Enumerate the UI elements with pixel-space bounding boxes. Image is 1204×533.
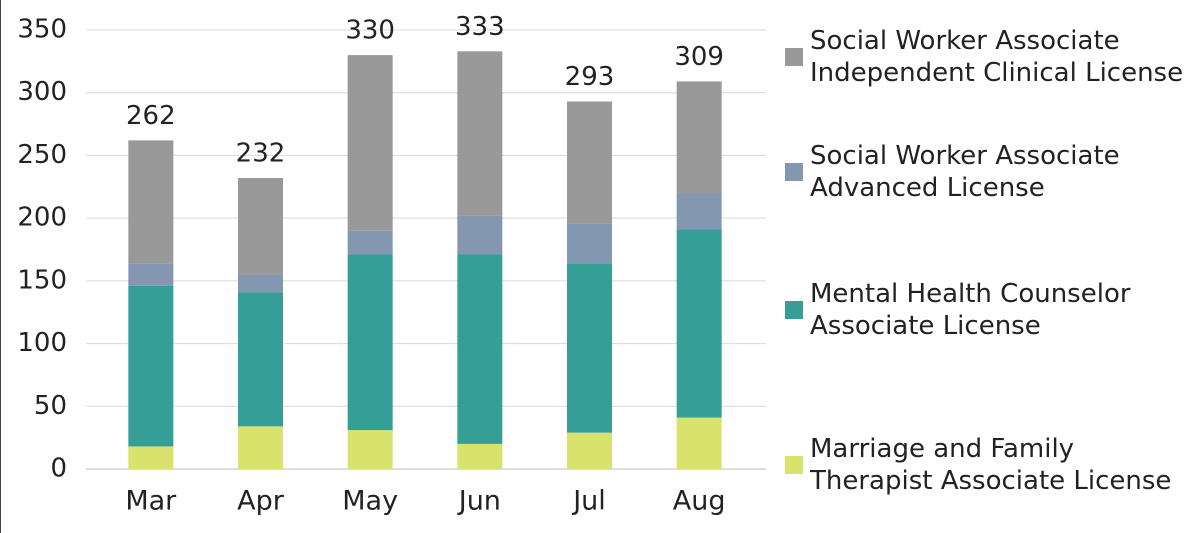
total-label: 330	[345, 16, 395, 46]
bar-segment	[457, 254, 503, 444]
y-tick-label: 200	[17, 203, 67, 233]
bar-segment	[457, 215, 503, 255]
legend-swatch	[785, 456, 803, 474]
y-tick-label: 300	[17, 77, 67, 107]
legend-label: Mental Health Counselor Associate Licens…	[810, 279, 1131, 341]
legend-swatch	[785, 301, 803, 319]
total-label: 309	[674, 42, 724, 72]
legend-label: Social Worker Associate Independent Clin…	[810, 26, 1184, 88]
x-tick-label: Jun	[457, 486, 501, 517]
x-tick-label: May	[342, 486, 398, 517]
total-label: 262	[126, 101, 176, 131]
legend-label: Social Worker Associate Advanced License	[810, 141, 1120, 203]
bar-segment	[567, 432, 612, 469]
y-tick-label: 250	[17, 140, 67, 170]
legend-swatch	[785, 48, 803, 66]
bar-segment	[347, 430, 393, 469]
x-tick-label: Aug	[673, 486, 726, 517]
bar-segment	[238, 292, 283, 427]
x-tick-label: Apr	[237, 486, 285, 517]
legend-item: Marriage and Family Therapist Associate …	[785, 433, 1203, 497]
bar-segment	[238, 274, 283, 293]
bar-segment	[676, 229, 722, 418]
bar-segment	[676, 81, 722, 194]
y-tick-label: 100	[17, 328, 67, 358]
bar-segment	[567, 101, 612, 224]
bar-segment	[128, 140, 174, 264]
y-tick-label: 0	[50, 454, 67, 484]
y-tick-label: 50	[34, 391, 67, 421]
legend-label: Marriage and Family Therapist Associate …	[810, 434, 1172, 496]
total-label: 333	[455, 12, 505, 42]
x-tick-label: Mar	[125, 486, 177, 517]
bar-segment	[238, 178, 283, 275]
total-label: 232	[236, 139, 286, 169]
bar-segment	[676, 417, 722, 469]
legend-item: Mental Health Counselor Associate Licens…	[785, 278, 1203, 342]
bar-segment	[676, 193, 722, 230]
bar-segment	[347, 254, 393, 431]
bar-segment	[128, 263, 174, 286]
legend-item: Social Worker Associate Independent Clin…	[785, 25, 1203, 89]
legend-swatch	[785, 163, 803, 181]
bar-segment	[457, 51, 503, 216]
x-tick-label: Jul	[571, 486, 606, 517]
bar-segment	[567, 263, 612, 433]
bar-segment	[347, 230, 393, 255]
bar-segment	[567, 223, 612, 264]
bar-segment	[238, 426, 283, 469]
y-tick-label: 350	[17, 15, 67, 45]
plot: 0 50 100 150 200 250 300 350 Mar 262 Apr 232 May 330 J…	[17, 12, 766, 517]
bar-segment	[457, 443, 503, 469]
total-label: 293	[565, 62, 615, 92]
bar-segment	[128, 285, 174, 447]
y-tick-label: 150	[17, 265, 67, 295]
legend-item: Social Worker Associate Advanced License	[785, 140, 1203, 204]
bar-segment	[347, 55, 393, 231]
bar-segment	[128, 446, 174, 469]
